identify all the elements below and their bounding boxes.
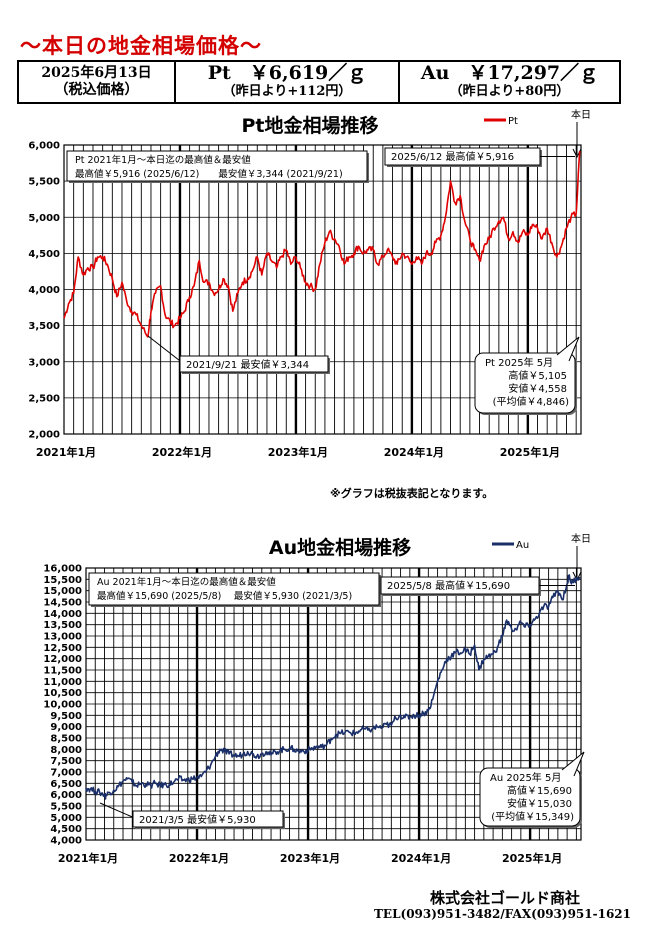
pt-price-cell: Pt ￥6,619／ｇ （昨日より+112円） — [176, 62, 400, 102]
x-tick-label: 2021年1月 — [36, 445, 96, 459]
y-tick-label: 16,000 — [43, 564, 82, 575]
y-tick-label: 8,000 — [50, 745, 82, 756]
au-price: Au ￥17,297／ｇ — [420, 62, 599, 84]
low-callout-box — [179, 355, 329, 373]
monthly-average: (平均値￥4,846) — [493, 395, 570, 408]
y-tick-label: 14,000 — [43, 609, 82, 620]
monthly-summary-balloon — [474, 352, 576, 414]
y-tick-label: 4,500 — [50, 824, 82, 835]
y-tick-label: 5,000 — [50, 813, 82, 824]
legend-label: Pt — [508, 116, 518, 127]
y-tick-label: 6,500 — [50, 779, 82, 790]
y-tick-label: 6,000 — [50, 790, 82, 801]
max-min-info-line1: Au 2021年1月～本日迄の最高値＆最安値 — [97, 576, 276, 588]
chart-title: Au地金相場推移 — [269, 536, 411, 559]
x-tick-label: 2025年1月 — [500, 445, 560, 459]
y-tick-label: 2,500 — [28, 393, 60, 404]
y-tick-label: 3,000 — [28, 357, 60, 368]
high-callout-text: 2025/5/8 最高値￥15,690 — [387, 579, 510, 592]
legend-label: Au — [516, 540, 529, 551]
company-name: 株式会社ゴールド商社 — [430, 889, 581, 907]
y-tick-label: 5,000 — [28, 213, 60, 224]
y-tick-label: 12,500 — [43, 643, 82, 654]
balloon-tail — [556, 336, 580, 362]
date-text: 2025年6月13日 — [41, 65, 152, 81]
y-tick-label: 11,500 — [43, 666, 82, 677]
max-min-info-box — [66, 150, 368, 182]
au-change: （昨日より+80円） — [449, 84, 570, 99]
y-tick-label: 3,500 — [28, 321, 60, 332]
monthly-low: 安値￥4,558 — [508, 382, 567, 395]
monthly-summary-title: Pt 2025年 5月 — [485, 356, 553, 369]
pt-change: （昨日より+112円） — [222, 84, 352, 99]
date-cell: 2025年6月13日 （税込価格） — [19, 62, 176, 102]
au-chart: 4,0004,5005,0005,5006,0006,5007,0007,500… — [43, 532, 591, 865]
y-tick-label: 8,500 — [50, 734, 82, 745]
price-table: 2025年6月13日 （税込価格） Pt ￥6,619／ｇ （昨日より+112円… — [17, 60, 621, 104]
today-arrowhead — [572, 571, 582, 582]
chart-title: Pt地金相場推移 — [241, 114, 378, 137]
y-tick-label: 7,000 — [50, 768, 82, 779]
contact-tel: TEL(093)951-3482/FAX(093)951-1621 — [374, 907, 631, 921]
monthly-summary-balloon — [479, 767, 581, 827]
price-series-line — [85, 574, 581, 800]
tax-footnote: ※グラフは税抜表記となります。 — [330, 487, 494, 500]
y-tick-label: 7,500 — [50, 756, 82, 767]
max-min-info-box — [88, 572, 380, 606]
monthly-high: 高値￥5,105 — [508, 369, 567, 382]
monthly-high: 高値￥15,690 — [507, 784, 572, 797]
y-tick-label: 5,500 — [50, 802, 82, 813]
y-tick-label: 9,000 — [50, 722, 82, 733]
low-callout-pointer — [147, 335, 185, 365]
y-tick-label: 15,000 — [43, 586, 82, 597]
y-tick-label: 12,000 — [43, 654, 82, 665]
au-price-cell: Au ￥17,297／ｇ （昨日より+80円） — [400, 62, 619, 102]
low-callout-text: 2021/3/5 最安値￥5,930 — [139, 813, 256, 826]
pt-chart: 2,000 2,500 3,000 3,500 4,000 4,500 5,000 5,500… — [28, 108, 591, 459]
monthly-summary-title: Au 2025年 5月 — [490, 771, 561, 784]
y-tick-label: 4,000 — [50, 836, 82, 847]
tax-note: （税込価格） — [54, 82, 139, 98]
page-title: ～本日の地金相場価格～ — [20, 34, 262, 58]
y-tick-label: 13,000 — [43, 632, 82, 643]
y-tick-label: 4,000 — [28, 285, 60, 296]
high-callout-text: 2025/6/12 最高値￥5,916 — [391, 150, 514, 163]
low-callout-text: 2021/9/21 最安値￥3,344 — [186, 358, 309, 371]
y-tick-label: 6,000 — [28, 141, 60, 152]
low-callout-pointer — [99, 802, 138, 820]
today-label: 本日 — [571, 532, 591, 545]
y-tick-label: 4,500 — [28, 249, 60, 260]
y-tick-label: 11,000 — [43, 677, 82, 688]
y-tick-label: 15,500 — [43, 575, 82, 586]
monthly-low: 安値￥15,030 — [507, 797, 572, 810]
x-tick-label: 2022年1月 — [169, 851, 229, 865]
today-label: 本日 — [571, 108, 591, 121]
monthly-average: (平均値￥15,349) — [491, 810, 574, 823]
y-tick-label: 2,000 — [28, 430, 60, 441]
x-tick-label: 2023年1月 — [280, 851, 340, 865]
balloon-tail — [561, 751, 585, 777]
x-tick-label: 2025年1月 — [502, 851, 562, 865]
pt-price: Pt ￥6,619／ｇ — [207, 62, 367, 84]
y-tick-label: 13,500 — [43, 620, 82, 631]
y-tick-label: 10,500 — [43, 688, 82, 699]
max-min-info-line2: 最高値￥5,916 (2025/6/12) 最安値￥3,344 (2021/9/… — [75, 168, 343, 180]
x-tick-label: 2023年1月 — [268, 445, 328, 459]
max-min-info-line1: Pt 2021年1月～本日迄の最高値＆最安値 — [75, 154, 251, 166]
x-tick-label: 2022年1月 — [152, 445, 212, 459]
y-tick-label: 5,500 — [28, 177, 60, 188]
x-tick-label: 2024年1月 — [391, 851, 451, 865]
price-series-line — [63, 151, 581, 338]
y-tick-label: 14,500 — [43, 598, 82, 609]
y-tick-label: 10,000 — [43, 700, 82, 711]
max-min-info-line2: 最高値￥15,690 (2025/5/8) 最安値￥5,930 (2021/3/… — [97, 590, 352, 602]
low-callout-box — [132, 810, 284, 828]
x-tick-label: 2024年1月 — [384, 445, 444, 459]
x-tick-label: 2021年1月 — [58, 851, 118, 865]
y-tick-label: 9,500 — [50, 711, 82, 722]
